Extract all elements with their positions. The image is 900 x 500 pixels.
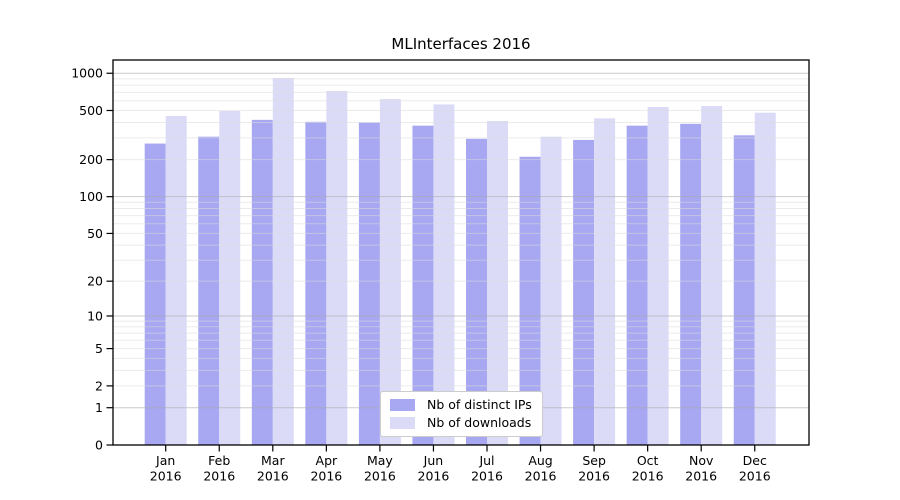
bar-downloads-feb (219, 111, 241, 446)
x-tick-label-year-aug: 2016 (525, 469, 557, 484)
bar-downloads-jan (165, 115, 187, 446)
x-tick-label-month-jul: Jul (478, 453, 494, 468)
x-tick-label-year-sep: 2016 (578, 469, 610, 484)
legend-swatch-downloads (390, 417, 415, 429)
legend: Nb of distinct IPs Nb of downloads (380, 391, 543, 437)
x-tick-label-year-mar: 2016 (257, 469, 289, 484)
x-tick-label-year-dec: 2016 (739, 469, 771, 484)
x-tick-label-year-oct: 2016 (632, 469, 664, 484)
bar-downloads-mar (272, 78, 294, 445)
bar-distinct-ips-jun (412, 125, 434, 445)
legend-entry-distinct-ips: Nb of distinct IPs (390, 398, 533, 412)
y-tick-label-200: 200 (79, 152, 103, 167)
legend-swatch-distinct-ips (390, 399, 415, 411)
x-tick-label-month-may: May (367, 453, 393, 468)
x-tick-label-month-jun: Jun (423, 453, 444, 468)
legend-label-downloads: Nb of downloads (427, 414, 532, 430)
x-tick-label-month-dec: Dec (743, 453, 767, 468)
bar-distinct-ips-may (358, 122, 380, 446)
y-tick-label-100: 100 (79, 189, 103, 204)
x-tick-label-year-may: 2016 (364, 469, 396, 484)
bar-distinct-ips-aug (519, 156, 541, 446)
bar-distinct-ips-dec (733, 135, 755, 446)
bar-downloads-nov (701, 106, 723, 445)
x-tick-label-year-feb: 2016 (203, 469, 235, 484)
bar-distinct-ips-oct (626, 125, 648, 445)
bar-distinct-ips-mar (251, 119, 273, 446)
y-tick-label-20: 20 (87, 274, 103, 289)
x-tick-label-month-feb: Feb (208, 453, 230, 468)
bar-downloads-jun (433, 104, 455, 445)
x-tick-label-year-jun: 2016 (418, 469, 450, 484)
x-tick-label-year-apr: 2016 (310, 469, 342, 484)
plot-frame (112, 59, 810, 446)
bar-downloads-dec (754, 112, 776, 446)
chart-title: MLInterfaces 2016 (391, 35, 531, 53)
x-tick-label-year-jan: 2016 (150, 469, 182, 484)
y-tick-label-1: 1 (95, 400, 103, 415)
y-tick-label-5: 5 (95, 341, 103, 356)
bar-distinct-ips-feb (198, 136, 220, 445)
x-tick-label-month-oct: Oct (637, 453, 659, 468)
x-tick-label-month-apr: Apr (316, 453, 338, 468)
y-tick-label-50: 50 (87, 226, 103, 241)
bar-downloads-aug (540, 136, 562, 445)
bar-downloads-apr (326, 90, 348, 445)
x-tick-label-month-sep: Sep (582, 453, 606, 468)
x-tick-label-month-jan: Jan (155, 453, 175, 468)
bar-distinct-ips-nov (680, 123, 702, 446)
y-tick-label-1000: 1000 (71, 66, 103, 81)
y-tick-label-2: 2 (95, 378, 103, 393)
x-tick-label-month-mar: Mar (261, 453, 285, 468)
legend-label-distinct-ips: Nb of distinct IPs (427, 396, 532, 412)
y-tick-label-10: 10 (87, 308, 103, 323)
y-tick-label-500: 500 (79, 103, 103, 118)
legend-entry-downloads: Nb of downloads (390, 416, 533, 430)
x-tick-label-month-aug: Aug (528, 453, 552, 468)
bar-downloads-oct (647, 106, 669, 445)
bar-distinct-ips-sep (573, 139, 595, 446)
x-tick-label-month-nov: Nov (689, 453, 714, 468)
x-tick-label-year-jul: 2016 (471, 469, 503, 484)
x-tick-label-year-nov: 2016 (685, 469, 717, 484)
bar-distinct-ips-apr (305, 121, 327, 446)
bar-distinct-ips-jan (144, 143, 166, 445)
y-tick-label-0: 0 (95, 438, 103, 453)
